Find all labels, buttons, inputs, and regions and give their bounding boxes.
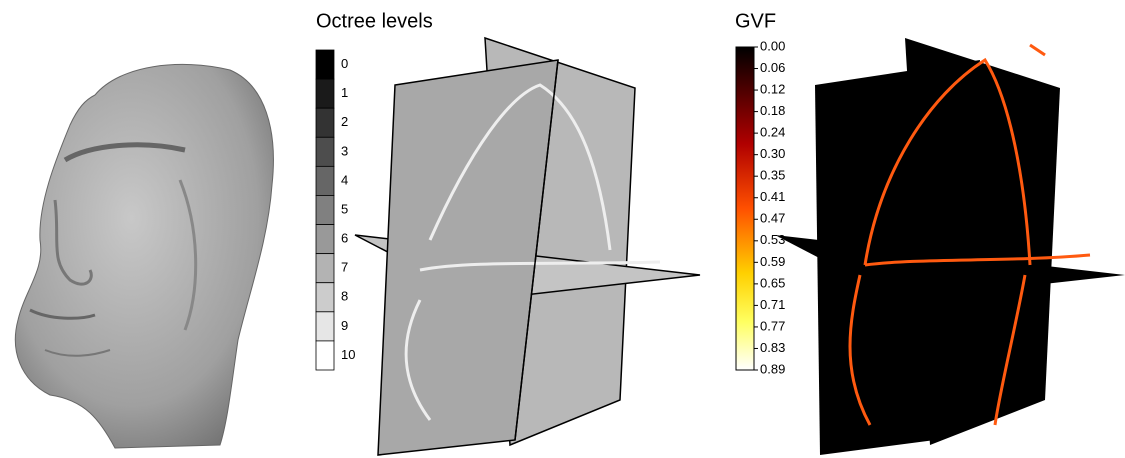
octree-planes (354, 36, 701, 456)
colorbar-label: 0.89 (760, 361, 785, 376)
colorbar-label: 0.83 (760, 340, 785, 355)
colorbar-label: 0.77 (760, 318, 785, 333)
colorbar-label: 0.06 (760, 60, 785, 75)
legend-swatch (315, 340, 335, 371)
colorbar-label: 0.53 (760, 232, 785, 247)
colorbar-label: 0.18 (760, 103, 785, 118)
legend-label: 10 (341, 347, 355, 362)
colorbar-label: 0.00 (760, 38, 785, 53)
colorbar-label: 0.59 (760, 254, 785, 269)
colorbar-label: 0.35 (760, 168, 785, 183)
legend-swatch (315, 253, 335, 284)
legend-label: 5 (341, 201, 348, 216)
octree-legend: 0 1 2 3 4 5 6 7 8 9 10 (315, 49, 355, 371)
legend-label: 7 (341, 260, 348, 275)
colorbar-label: 0.41 (760, 189, 785, 204)
gvf-colorbar: 0.00 0.06 0.12 0.18 0.24 0.30 0.35 0.41 0.47 0.53… (735, 38, 785, 376)
colorbar-label: 0.30 (760, 146, 785, 161)
legend-label: 1 (341, 85, 348, 100)
colorbar-label: 0.12 (760, 82, 785, 97)
legend-swatch (315, 195, 335, 225)
legend-label: 4 (341, 172, 348, 187)
head-render (14, 63, 274, 449)
legend-swatch (315, 282, 335, 313)
legend-swatch (315, 107, 335, 138)
legend-label: 8 (341, 289, 348, 304)
legend-swatch (315, 136, 335, 167)
colorbar-label: 0.47 (760, 211, 785, 226)
colorbar-label: 0.65 (760, 275, 785, 290)
gvf-title: GVF (735, 10, 776, 32)
legend-swatch (315, 165, 335, 196)
octree-title: Octree levels (316, 10, 433, 32)
legend-swatch (315, 49, 335, 80)
legend-label: 3 (341, 143, 348, 158)
legend-swatch (315, 78, 335, 109)
legend-label: 6 (341, 231, 348, 246)
gvf-planes (775, 38, 1125, 455)
legend-swatch (315, 224, 335, 255)
legend-label: 0 (341, 56, 348, 71)
colorbar-gradient (735, 46, 755, 371)
legend-label: 2 (341, 114, 348, 129)
colorbar-label: 0.71 (760, 297, 785, 312)
legend-label: 9 (341, 318, 348, 333)
colorbar-label: 0.24 (760, 125, 785, 140)
legend-swatch (315, 311, 335, 342)
